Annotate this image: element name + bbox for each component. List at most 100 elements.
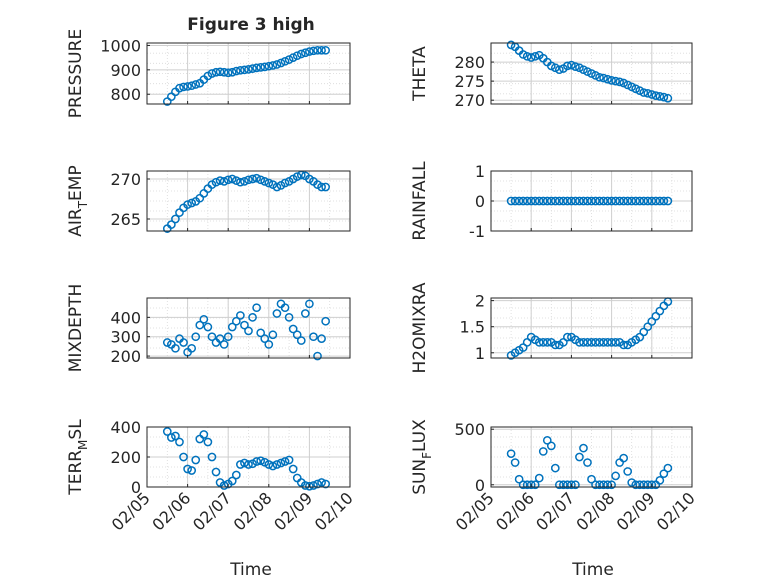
data-point: [518, 50, 528, 59]
y-axis-label: H2OMIXRA: [410, 282, 430, 373]
data-point: [595, 337, 604, 347]
data-point: [595, 196, 604, 206]
data-point: [534, 473, 544, 483]
data-point: [199, 314, 209, 324]
data-point: [522, 196, 532, 206]
data-point: [635, 86, 645, 96]
data-point: [215, 334, 225, 343]
data-point: [595, 72, 604, 82]
data-point: [280, 178, 290, 188]
data-point: [162, 338, 172, 347]
data-point: [538, 337, 548, 347]
data-point: [244, 326, 253, 336]
data-point: [300, 48, 310, 58]
data-point: [191, 80, 201, 89]
data-point: [187, 466, 197, 475]
data-point: [321, 479, 330, 489]
subplot-h2omixra: 1 1.5 2 H2OMIXRA: [410, 282, 693, 374]
data-point: [603, 74, 612, 84]
data-point: [167, 220, 176, 229]
data-point: [506, 40, 516, 50]
data-point: [313, 45, 322, 55]
data-point: [583, 67, 592, 76]
y-tick-label: 2: [475, 292, 485, 311]
y-axis-label: RAINFALL: [410, 161, 430, 241]
data-point: [619, 340, 629, 350]
data-point: [248, 64, 257, 73]
data-series: [162, 45, 330, 106]
axes-box: [146, 297, 351, 359]
data-point: [260, 177, 270, 186]
data-point: [288, 53, 298, 62]
data-point: [546, 61, 556, 71]
data-point: [522, 51, 532, 61]
data-point: [236, 311, 245, 320]
data-point: [579, 65, 588, 75]
data-point: [280, 56, 290, 66]
data-point: [510, 196, 520, 206]
data-point: [635, 196, 645, 206]
data-point: [227, 174, 237, 184]
data-point: [587, 196, 596, 206]
data-point: [162, 427, 172, 436]
data-point: [550, 340, 560, 350]
data-point: [546, 441, 556, 451]
data-point: [587, 337, 596, 347]
data-point: [292, 330, 302, 340]
data-point: [219, 340, 229, 349]
data-point: [215, 176, 225, 185]
data-point: [567, 60, 576, 70]
data-series: [162, 170, 330, 233]
data-point: [603, 337, 612, 347]
data-point: [607, 196, 616, 206]
data-point: [595, 480, 604, 490]
data-point: [526, 53, 536, 62]
data-point: [240, 177, 249, 186]
data-point: [268, 61, 278, 70]
y-tick-label: -1: [469, 222, 485, 241]
data-point: [203, 322, 213, 332]
y-axis-label-tail: EMP: [66, 165, 86, 201]
data-point: [663, 196, 673, 206]
y-tick-label: 270: [454, 91, 485, 110]
data-point: [284, 55, 294, 64]
data-series: [506, 40, 673, 103]
data-series: [506, 196, 673, 206]
data-point: [647, 480, 657, 490]
data-point: [559, 480, 568, 490]
y-tick-label: 400: [110, 418, 141, 437]
data-point: [639, 480, 649, 490]
data-point: [579, 196, 588, 206]
data-point: [575, 337, 584, 347]
data-point: [530, 51, 540, 61]
data-point: [591, 196, 600, 206]
data-point: [236, 177, 245, 187]
data-point: [272, 182, 282, 192]
data-point: [313, 479, 322, 489]
data-point: [554, 65, 564, 75]
y-axis-label: TERRMSL: [66, 419, 90, 496]
data-point: [256, 175, 266, 185]
data-point: [639, 196, 649, 206]
data-point: [252, 303, 261, 313]
data-point: [518, 480, 528, 490]
data-point: [631, 84, 641, 94]
y-tick-label: 280: [454, 53, 485, 72]
data-point: [231, 66, 241, 76]
y-tick-label: 200: [110, 448, 141, 467]
y-axis-label: MIXDEPTH: [66, 284, 86, 373]
data-point: [175, 83, 184, 93]
data-point: [260, 334, 270, 343]
axes-box: [146, 42, 351, 105]
data-point: [603, 196, 612, 206]
data-point: [264, 61, 274, 71]
data-point: [317, 182, 326, 192]
data-point: [240, 458, 249, 468]
data-point: [599, 480, 608, 490]
y-tick-label: 0: [131, 478, 141, 497]
data-point: [167, 433, 176, 442]
data-point: [506, 196, 516, 206]
data-point: [305, 299, 314, 309]
data-point: [207, 69, 217, 78]
data-point: [321, 45, 330, 55]
